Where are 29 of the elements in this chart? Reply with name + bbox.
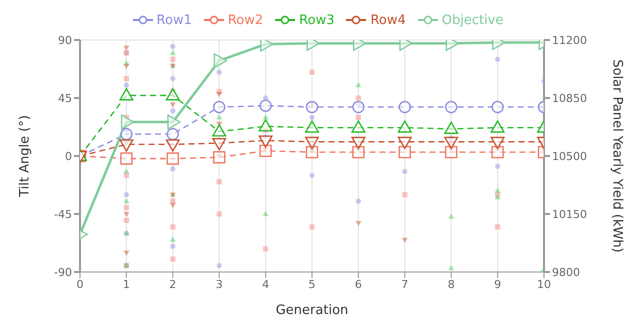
x-tick-label: 10 bbox=[537, 278, 551, 291]
y-tick-label: 90 bbox=[58, 34, 72, 47]
y-tick-label: -90 bbox=[54, 266, 72, 279]
y2-tick-label: 9800 bbox=[552, 266, 580, 279]
y-tick-label: 45 bbox=[58, 92, 72, 105]
y2-tick-label: 10150 bbox=[552, 208, 587, 221]
x-axis-title: Generation bbox=[276, 303, 348, 318]
x-tick-label: 9 bbox=[494, 278, 502, 291]
x-tick-label: 5 bbox=[308, 278, 316, 291]
legend-label: Row4 bbox=[369, 12, 406, 28]
legend-label: Row2 bbox=[226, 12, 264, 28]
legend-label: Objective bbox=[440, 12, 504, 28]
x-tick-label: 4 bbox=[262, 278, 270, 291]
y-axis-title: Tilt Angle (°) bbox=[18, 115, 33, 198]
x-tick-label: 3 bbox=[216, 278, 223, 291]
y-tick-label: -45 bbox=[54, 208, 72, 221]
y2-axis-title: Solar Panel Yearly Yield (kWh) bbox=[609, 59, 624, 253]
x-tick-label: 0 bbox=[76, 278, 84, 291]
x-tick-label: 8 bbox=[448, 278, 455, 291]
y-tick-label: 0 bbox=[65, 150, 72, 163]
y2-tick-label: 10850 bbox=[552, 92, 587, 105]
x-tick-label: 6 bbox=[354, 278, 362, 291]
y2-tick-label: 11200 bbox=[552, 34, 587, 47]
x-tick-label: 1 bbox=[122, 278, 130, 291]
legend-label: Row3 bbox=[298, 12, 334, 28]
legend-label: Row1 bbox=[156, 12, 192, 28]
x-tick-label: 7 bbox=[401, 278, 408, 291]
x-tick-label: 2 bbox=[169, 278, 176, 291]
y2-tick-label: 10500 bbox=[552, 150, 587, 163]
